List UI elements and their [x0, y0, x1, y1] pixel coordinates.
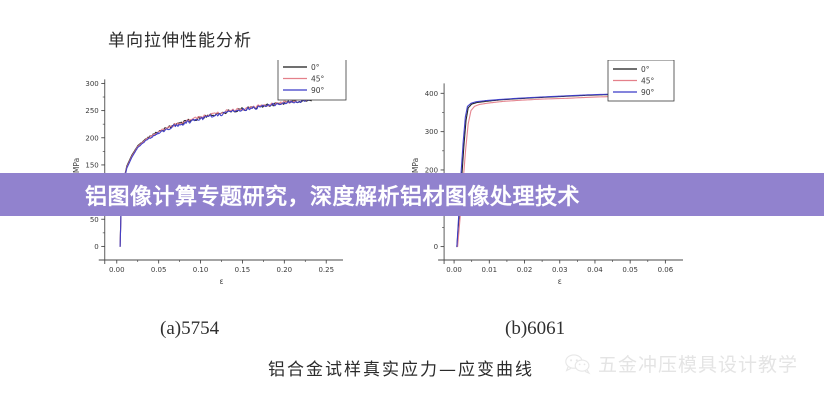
watermark: 五金冲压模具设计教学 — [565, 350, 798, 377]
x-tick-label: 0.15 — [235, 266, 251, 274]
x-tick-label: 0.00 — [446, 266, 462, 274]
x-tick-label: 0.01 — [482, 266, 498, 274]
series-line-45deg — [457, 94, 652, 248]
subcaption-b: (b)6061 — [505, 318, 566, 339]
series-line-0deg — [456, 92, 652, 248]
overlay-banner: 铝图像计算专题研究，深度解析铝材图像处理技术 — [0, 173, 824, 216]
y-axis-label: Y/MPa — [72, 158, 81, 181]
y-tick-label: 0 — [434, 243, 438, 251]
x-axis-label: ε — [558, 277, 562, 286]
chart-svg: 0501001502002503000.000.050.100.150.200.… — [72, 60, 347, 286]
legend-label: 0° — [311, 63, 320, 72]
x-axis-label: ε — [219, 277, 223, 286]
legend-label: 90° — [311, 86, 325, 95]
legend-label: 0° — [641, 65, 650, 74]
chart-panel-5754: 0501001502002503000.000.050.100.150.200.… — [45, 60, 365, 305]
x-tick-label: 0.05 — [151, 266, 167, 274]
x-tick-label: 0.10 — [193, 266, 209, 274]
figure-caption: 铝合金试样真实应力—应变曲线 — [268, 360, 534, 380]
y-tick-label: 200 — [85, 134, 98, 142]
x-tick-label: 0.02 — [517, 266, 533, 274]
legend-label: 45° — [641, 76, 655, 85]
chart-panel-6061: 01002003004000.000.010.020.030.040.050.0… — [385, 60, 705, 305]
x-tick-label: 0.03 — [552, 266, 568, 274]
y-tick-label: 0 — [94, 243, 98, 251]
wechat-icon — [565, 353, 591, 375]
y-tick-label: 300 — [425, 128, 438, 136]
chart-svg: 01002003004000.000.010.020.030.040.050.0… — [411, 60, 683, 286]
x-tick-label: 0.20 — [277, 266, 293, 274]
watermark-text: 五金冲压模具设计教学 — [598, 354, 799, 376]
y-axis-label: Y/MPa — [411, 158, 420, 181]
x-tick-label: 0.06 — [658, 266, 674, 274]
subcaption-a: (a)5754 — [160, 318, 220, 339]
y-tick-label: 200 — [425, 167, 438, 175]
y-tick-label: 300 — [85, 80, 98, 88]
overlay-banner-text: 铝图像计算专题研究，深度解析铝材图像处理技术 — [85, 184, 581, 210]
legend-label: 45° — [311, 74, 325, 83]
y-tick-label: 50 — [90, 216, 99, 224]
y-tick-label: 150 — [85, 162, 98, 170]
x-tick-label: 0.25 — [318, 266, 334, 274]
y-tick-label: 400 — [425, 90, 438, 98]
series-line-90deg — [456, 92, 652, 248]
x-tick-label: 0.00 — [109, 266, 125, 274]
x-tick-label: 0.05 — [622, 266, 638, 274]
x-tick-label: 0.04 — [587, 266, 603, 274]
figure-title: 单向拉伸性能分析 — [108, 31, 252, 51]
legend-label: 90° — [641, 88, 655, 97]
y-tick-label: 250 — [85, 107, 98, 115]
